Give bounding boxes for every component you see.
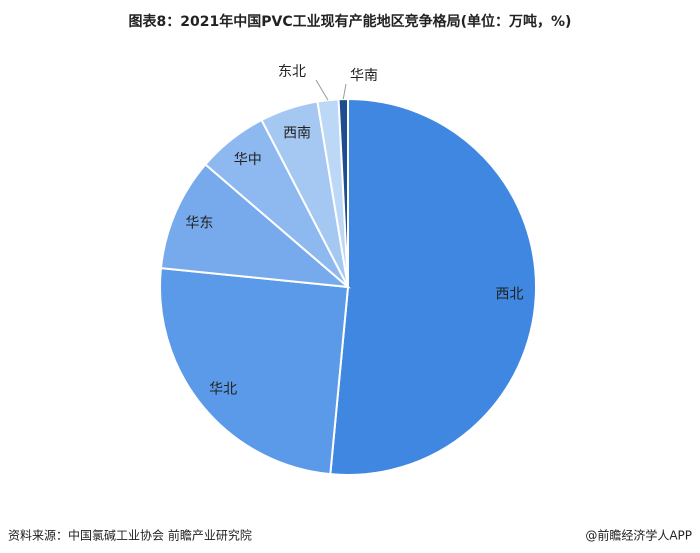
slice-label: 西北: [496, 287, 524, 303]
chart-title: 图表8：2021年中国PVC工业现有产能地区竞争格局(单位：万吨，%): [129, 13, 572, 30]
leader-line: [315, 79, 329, 101]
slice-label: 华南: [350, 68, 378, 84]
footer-logo: @前瞻经济学人APP: [585, 528, 692, 543]
slice-label: 华北: [209, 382, 237, 398]
leader-line: [342, 83, 347, 100]
pie-slice: [159, 267, 350, 476]
slice-label: 华东: [185, 215, 213, 231]
slice-label: 西南: [283, 126, 311, 142]
source-note: 资料来源：中国氯碱工业协会 前瞻产业研究院: [8, 528, 252, 543]
slice-label: 华中: [234, 152, 262, 168]
slice-label: 东北: [278, 64, 306, 80]
pie-slice: [159, 163, 352, 289]
pie-slice: [329, 97, 537, 476]
